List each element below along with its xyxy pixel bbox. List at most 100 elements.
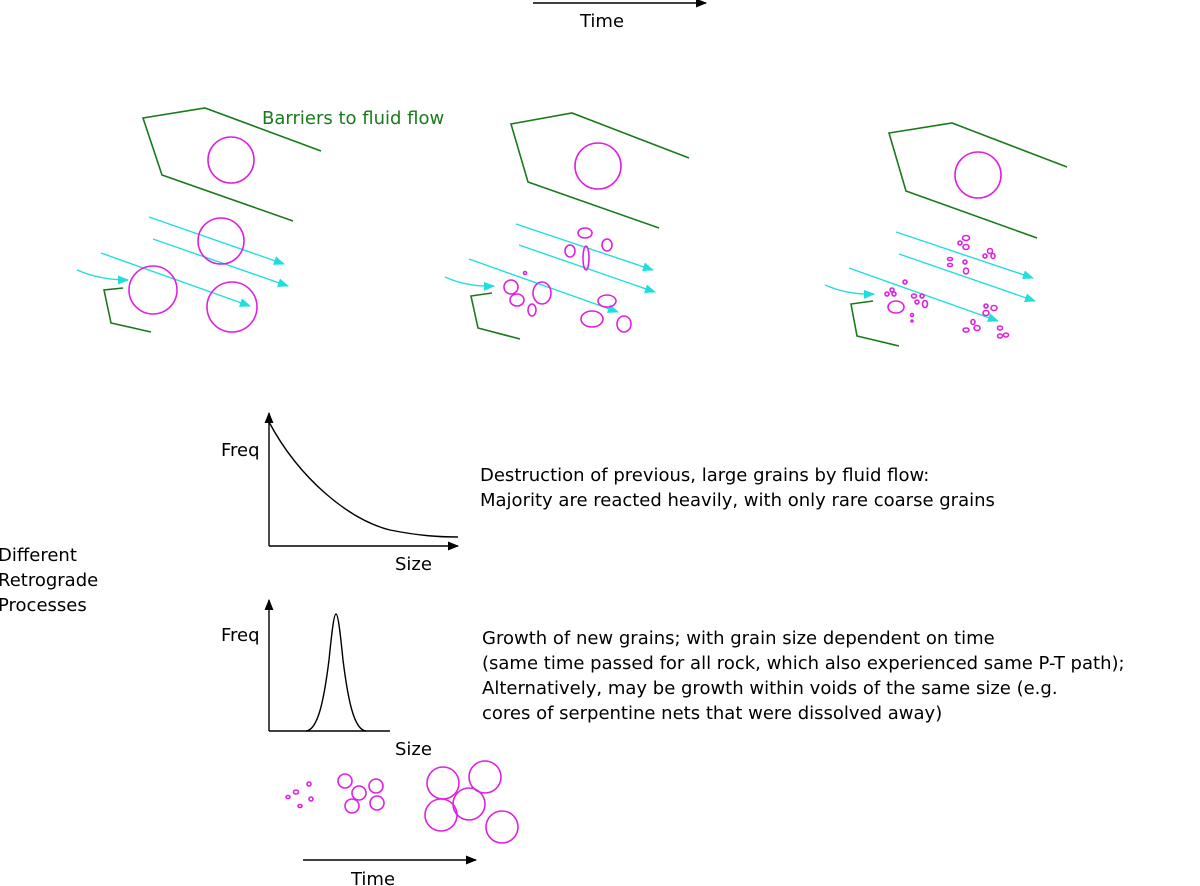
grain [368,778,384,794]
side-title-line: Different [0,545,77,566]
barrier-line-lower [850,300,900,347]
grain [527,303,537,317]
grain [954,151,1002,199]
grain [297,803,303,809]
grain [580,310,604,328]
barrier-line-upper [509,112,690,229]
grain [285,794,291,800]
description-growth-line: cores of serpentine nets that were disso… [482,703,942,724]
grain [207,136,255,184]
grain [910,319,914,323]
grain [206,281,258,333]
description-destruction-line: Destruction of previous, large grains by… [480,465,929,486]
flow-arrow [898,253,1037,302]
grain [902,279,908,285]
grain [982,253,988,259]
flow-arrow [152,238,290,287]
grain [909,312,915,318]
decay-curve [268,421,459,538]
grain [616,315,632,333]
barrier-line-upper [141,107,322,222]
panel-stage-1 [76,107,322,333]
grain [986,247,994,255]
grain [582,245,590,271]
grain [485,810,519,844]
time-arrow-bottom: Time [303,855,478,886]
grain [919,293,925,299]
grains-stage-1 [128,136,258,333]
flow-arrow [895,231,1035,280]
flow-arrow-curved [444,276,496,291]
grains-stage-3 [884,151,1010,339]
grain [962,327,970,333]
panel-stage-3 [824,122,1068,347]
grain [503,279,519,295]
grains-medium [337,773,385,814]
grain [990,252,996,260]
grains-stage-2 [503,142,632,333]
grains-small [285,781,314,809]
barrier-line-lower [103,287,152,333]
grain [532,281,552,305]
grain [983,303,989,309]
grain [962,259,968,265]
grain [946,262,954,268]
grain [889,287,895,293]
grain [577,227,593,239]
time-arrow-top: Time [533,0,708,32]
grain [990,304,998,312]
flow-arrow-curved [76,269,130,285]
grain [996,333,1004,339]
side-title-line: Retrograde [0,570,98,591]
flow-arrow [100,252,252,307]
side-title-line: Processes [0,595,87,616]
grain [308,796,314,802]
graph2-x-label: Size [395,739,432,760]
grain [961,234,971,242]
flow-arrow-curved [824,284,876,299]
side-title: Different Retrograde Processes [0,545,98,616]
panel-stage-2 [444,112,690,340]
grain [424,798,458,832]
description-destruction-line: Majority are reacted heavily, with only … [480,490,995,511]
grain [128,265,178,315]
grain-growth-sequence [285,760,519,844]
grain [509,293,525,307]
grain [962,267,970,275]
grain [921,299,929,309]
description-growth-line: Growth of new grains; with grain size de… [482,628,995,649]
description-growth-line: Alternatively, may be growth within void… [482,678,1058,699]
grain [957,240,963,246]
graph1-x-label: Size [395,554,432,575]
grain [564,244,576,258]
graph-decay-distribution: Freq Size [221,411,460,575]
time-label-top: Time [579,11,624,32]
grain [426,766,460,800]
grain [891,291,897,297]
time-label-bottom: Time [350,869,395,886]
grain [292,789,300,795]
grain [344,798,360,814]
grain [351,785,367,801]
description-growth-line: (same time passed for all rock, which al… [482,653,1125,674]
grain [574,142,622,190]
grain [597,294,617,308]
fluid-flow-arrows [824,231,1037,322]
barriers-label: Barriers to fluid flow [262,108,444,129]
grain [887,300,905,314]
peak-curve [305,613,367,732]
grain [970,318,976,326]
graph-peak-distribution: Freq Size [221,598,432,760]
grain [197,217,245,265]
grain [337,773,353,789]
barrier-line-upper [887,122,1068,239]
grains-large [424,760,519,844]
grain [601,238,613,252]
flow-arrow [148,216,286,265]
grain [306,781,312,787]
grain [1002,332,1010,338]
flow-arrow [468,258,620,313]
grain [946,256,954,262]
barrier-line-lower [470,292,521,340]
